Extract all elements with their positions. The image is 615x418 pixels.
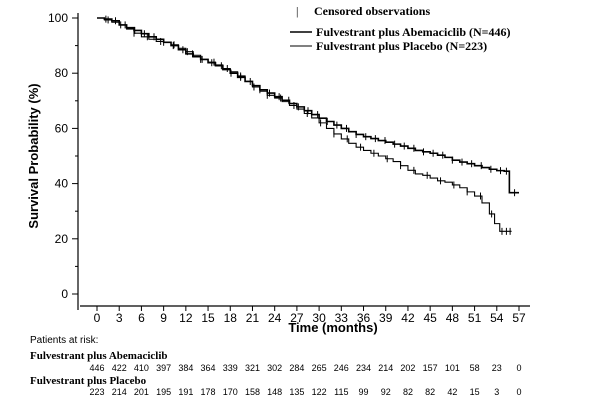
y-tick-label: 80 — [55, 66, 69, 80]
y-tick-label: 60 — [55, 121, 69, 135]
x-tick-label: 51 — [468, 311, 482, 325]
y-tick-label: 0 — [61, 287, 68, 301]
risk-count: 0 — [516, 363, 521, 373]
risk-count: 42 — [447, 387, 457, 397]
risk-count: 234 — [356, 363, 371, 373]
risk-row-label-abemaciclib: Fulvestrant plus Abemaciclib — [30, 350, 168, 362]
risk-count: 422 — [112, 363, 127, 373]
risk-count: 15 — [470, 387, 480, 397]
risk-count: 223 — [89, 387, 104, 397]
x-tick-label: 3 — [116, 311, 123, 325]
risk-count: 410 — [134, 363, 149, 373]
y-tick-label: 20 — [55, 232, 69, 246]
x-tick-label: 45 — [423, 311, 437, 325]
risk-count: 195 — [156, 387, 171, 397]
risk-count: 158 — [245, 387, 260, 397]
x-tick-label: 42 — [401, 311, 415, 325]
x-tick-label: 33 — [335, 311, 349, 325]
risk-count: 148 — [267, 387, 282, 397]
risk-count: 82 — [403, 387, 413, 397]
y-ticks: 0 20 40 60 80 100 — [48, 11, 78, 301]
risk-count: 101 — [445, 363, 460, 373]
risk-row-label-placebo: Fulvestrant plus Placebo — [30, 375, 147, 387]
risk-count: 115 — [334, 387, 348, 397]
x-tick-label: 54 — [490, 311, 504, 325]
risk-count: 397 — [156, 363, 171, 373]
series-line-placebo — [97, 17, 512, 232]
x-tick-label: 21 — [246, 311, 260, 325]
x-tick-label: 6 — [138, 311, 145, 325]
x-tick-label: 27 — [290, 311, 304, 325]
x-tick-label: 15 — [201, 311, 215, 325]
risk-count: 202 — [400, 363, 415, 373]
legend-entry-abemaciclib: Fulvestrant plus Abemaciclib (N=446) — [316, 25, 511, 39]
x-tick-label: 57 — [512, 311, 526, 325]
risk-count: 3 — [494, 387, 499, 397]
y-tick-label: 40 — [55, 177, 69, 191]
legend-censor-label: Censored observations — [314, 4, 430, 18]
y-tick-label: 100 — [48, 11, 68, 25]
risk-table-title: Patients at risk: — [30, 335, 98, 346]
x-ticks: 0 3 6 9 12 15 18 21 24 27 30 33 36 39 42 45 48 51 54 57 — [94, 306, 526, 325]
x-tick-label: 0 — [94, 311, 101, 325]
risk-count: 214 — [112, 387, 127, 397]
x-tick-label: 24 — [268, 311, 282, 325]
risk-count: 284 — [289, 363, 304, 373]
risk-row-abemaciclib: 446 422 410 397 384 364 339 321 302 284 265 246 234 2… — [89, 363, 521, 373]
x-tick-label: 9 — [160, 311, 167, 325]
risk-count: 302 — [267, 363, 282, 373]
legend: | Censored observations Fulvestrant plus… — [290, 4, 511, 53]
risk-count: 82 — [425, 387, 435, 397]
risk-count: 339 — [223, 363, 238, 373]
x-tick-label: 18 — [224, 311, 238, 325]
x-tick-label: 12 — [179, 311, 193, 325]
risk-count: 99 — [359, 387, 369, 397]
x-tick-label: 39 — [379, 311, 393, 325]
risk-count: 364 — [201, 363, 216, 373]
risk-count: 265 — [312, 363, 327, 373]
risk-count: 178 — [201, 387, 216, 397]
risk-table: Patients at risk: Fulvestrant plus Abema… — [30, 335, 522, 397]
legend-entry-placebo: Fulvestrant plus Placebo (N=223) — [316, 39, 487, 53]
risk-count: 0 — [516, 387, 521, 397]
y-axis-title: Survival Probability (%) — [26, 83, 41, 228]
risk-count: 135 — [289, 387, 304, 397]
x-tick-label: 36 — [357, 311, 371, 325]
risk-count: 92 — [381, 387, 391, 397]
series-layer — [97, 15, 519, 235]
risk-count: 321 — [245, 363, 260, 373]
risk-count: 446 — [89, 363, 104, 373]
risk-count: 384 — [178, 363, 193, 373]
risk-count: 122 — [312, 387, 327, 397]
risk-count: 191 — [178, 387, 193, 397]
risk-count: 201 — [134, 387, 149, 397]
x-tick-label: 30 — [312, 311, 326, 325]
risk-count: 58 — [470, 363, 480, 373]
risk-row-placebo: 223 214 201 195 191 178 170 158 148 135 122 115 99 92… — [89, 387, 521, 397]
risk-count: 157 — [423, 363, 438, 373]
risk-count: 214 — [378, 363, 393, 373]
risk-count: 170 — [223, 387, 238, 397]
risk-count: 23 — [492, 363, 502, 373]
x-tick-label: 48 — [446, 311, 460, 325]
legend-censor-mark: | — [296, 4, 298, 18]
x-axis-title: Time (months) — [288, 320, 377, 335]
risk-count: 246 — [334, 363, 349, 373]
